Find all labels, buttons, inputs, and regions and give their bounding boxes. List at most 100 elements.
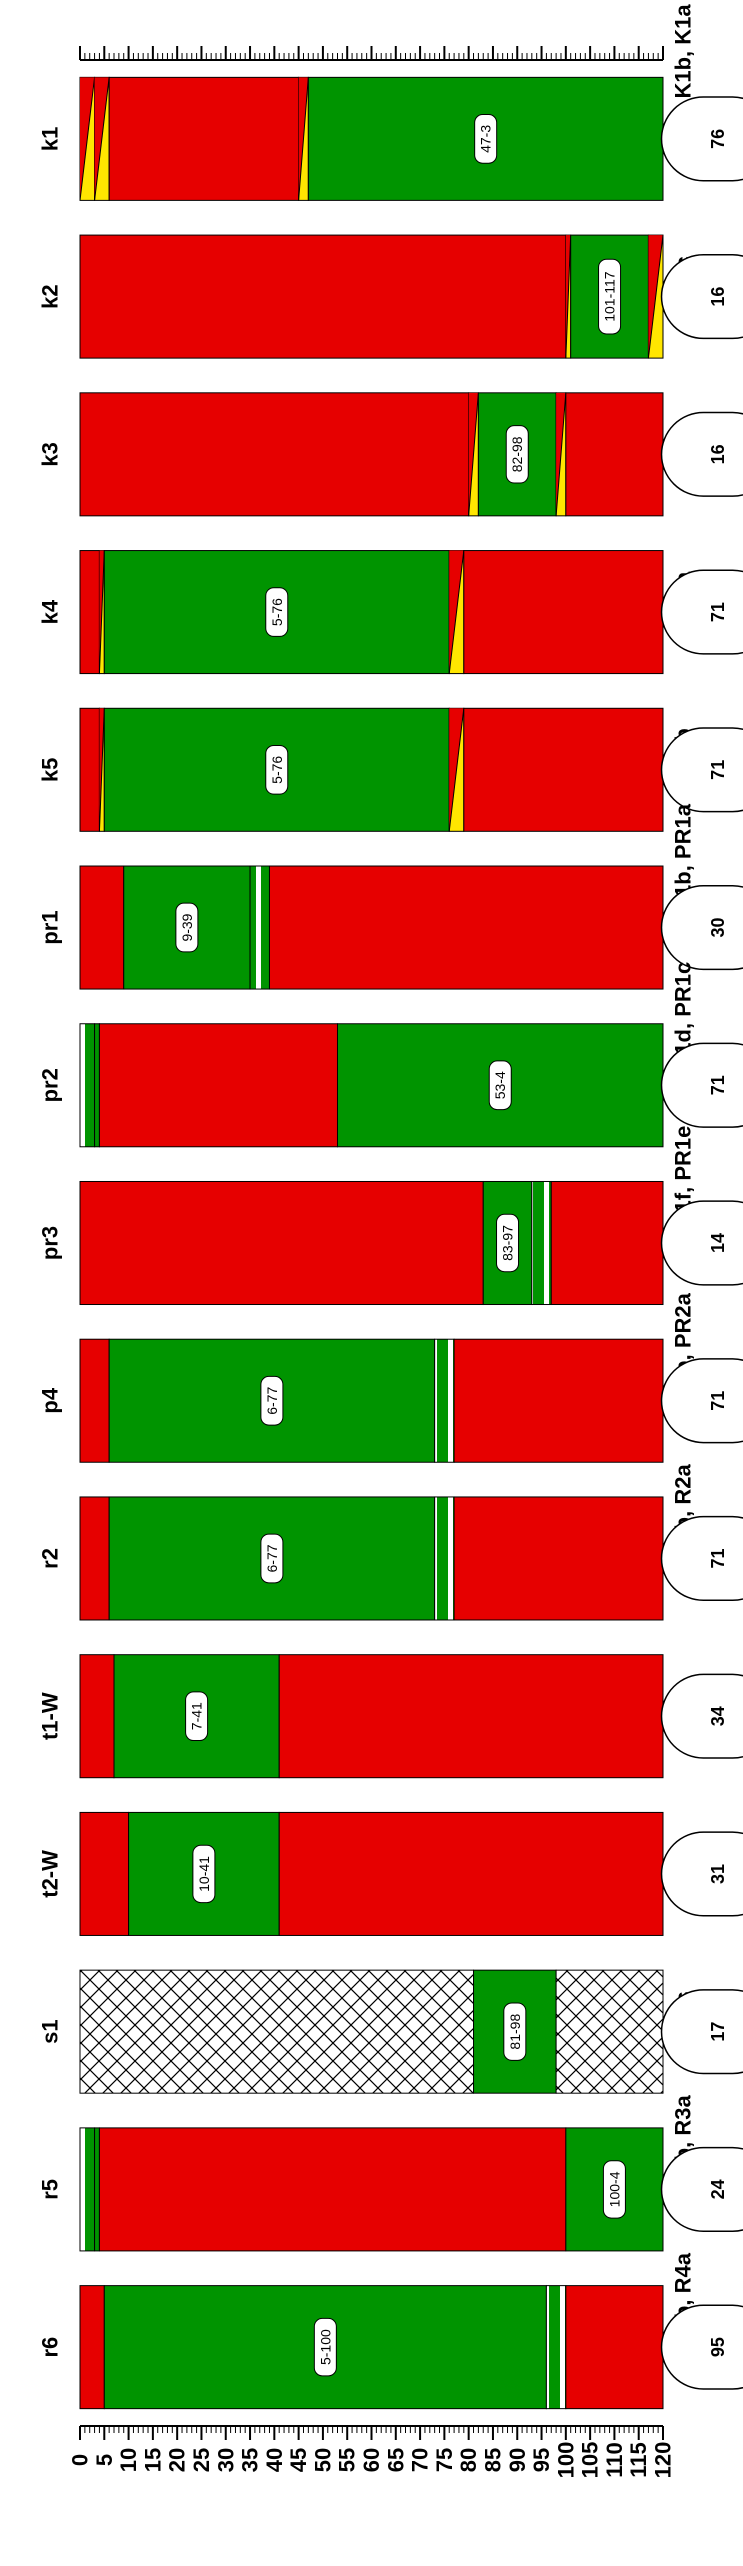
- row-label-left: t2-W: [38, 1850, 63, 1898]
- segment-green: [95, 1024, 100, 1147]
- row-label-left: pr1: [38, 910, 63, 944]
- row-count-text: 71: [708, 602, 728, 622]
- segment-red: [566, 2286, 663, 2409]
- x-tick-label: 115: [626, 2442, 651, 2478]
- row-label-left: r6: [38, 2337, 63, 2358]
- row-label-left: pr3: [38, 1226, 63, 1260]
- segment-green-stripe: [80, 1024, 95, 1147]
- segment-green: [95, 2128, 100, 2251]
- row-label-left: p4: [38, 1387, 63, 1413]
- row-label-left: k4: [38, 599, 63, 624]
- segment-red: [80, 1655, 114, 1778]
- x-tick-label: 5: [92, 2454, 117, 2466]
- row-count-text: 17: [708, 2022, 728, 2042]
- x-tick-label: 50: [310, 2448, 335, 2472]
- segment-red: [80, 235, 566, 358]
- segment-red: [80, 1497, 109, 1620]
- row-count-circle: [662, 1043, 743, 1127]
- x-tick-label: 15: [140, 2448, 165, 2472]
- row-count-circle: [662, 97, 743, 181]
- segment-red: [454, 1497, 663, 1620]
- row-label-left: t1-W: [38, 1692, 63, 1740]
- x-tick-label: 30: [213, 2448, 238, 2472]
- row-count-circle: [662, 1201, 743, 1285]
- segment-green-stripe: [532, 1181, 551, 1304]
- x-tick-label: 110: [602, 2442, 627, 2478]
- x-tick-label: 40: [262, 2448, 287, 2472]
- row-label-left: r2: [38, 1548, 63, 1569]
- segment-red: [99, 1024, 337, 1147]
- segment-red: [464, 551, 663, 674]
- row-count-text: 24: [708, 2179, 728, 2199]
- segment-hatch: [80, 1970, 474, 2093]
- row-label-left: r5: [38, 2179, 63, 2200]
- row-label-left: pr2: [38, 1068, 63, 1102]
- row-count-text: 31: [708, 1864, 728, 1884]
- row-count-circle: [662, 1832, 743, 1916]
- row-count-circle: [662, 1674, 743, 1758]
- range-badge-text: 6-77: [264, 1387, 280, 1415]
- range-badge-text: 6-77: [264, 1544, 280, 1572]
- segment-green-stripe: [250, 866, 269, 989]
- x-tick-label: 45: [286, 2448, 311, 2472]
- row-count-text: 16: [708, 287, 728, 307]
- segment-red: [80, 1812, 129, 1935]
- segment-red: [464, 708, 663, 831]
- segment-red: [80, 2286, 104, 2409]
- row-label-left: k1: [38, 127, 63, 151]
- row-count-text: 71: [708, 760, 728, 780]
- x-tick-label: 105: [578, 2442, 603, 2479]
- range-badge-text: 47-3: [478, 125, 494, 153]
- row-label-left: k2: [38, 284, 63, 308]
- segment-red: [80, 1181, 483, 1304]
- x-tick-label: 0: [68, 2454, 93, 2466]
- row-count-circle: [662, 413, 743, 497]
- row-count-circle: [662, 255, 743, 339]
- segment-red: [279, 1812, 663, 1935]
- range-badge-text: 82-98: [509, 436, 525, 472]
- x-tick-label: 100: [553, 2442, 578, 2479]
- range-badge-text: 101-117: [602, 271, 618, 322]
- segment-red: [80, 1339, 109, 1462]
- segment-red: [109, 77, 298, 200]
- segment-red: [454, 1339, 663, 1462]
- segment-red: [551, 1181, 663, 1304]
- x-tick-label: 25: [189, 2448, 214, 2472]
- row-count-circle: [662, 570, 743, 654]
- range-badge-text: 53-4: [492, 1071, 508, 1099]
- x-tick-label: 95: [529, 2448, 554, 2472]
- row-count-text: 71: [708, 1075, 728, 1095]
- row-label-left: k5: [38, 758, 63, 782]
- row-count-circle: [662, 2305, 743, 2389]
- row-count-text: 14: [708, 1233, 728, 1253]
- x-tick-label: 65: [383, 2448, 408, 2472]
- range-badge-text: 10-41: [196, 1856, 212, 1892]
- x-tick-label: 75: [432, 2448, 457, 2472]
- segment-red: [566, 393, 663, 516]
- x-tick-label: 55: [335, 2448, 360, 2472]
- x-tick-label: 70: [408, 2448, 433, 2472]
- x-tick-label: 10: [116, 2448, 141, 2472]
- range-badge-text: 5-100: [317, 2329, 333, 2365]
- segment-red: [80, 708, 99, 831]
- segment-red: [80, 551, 99, 674]
- range-badge-text: 5-76: [269, 598, 285, 626]
- segment-red: [99, 2128, 565, 2251]
- row-count-text: 34: [708, 1706, 728, 1726]
- range-badge-text: 9-39: [179, 913, 195, 941]
- segment-red: [80, 866, 124, 989]
- segment-green-stripe: [435, 1497, 454, 1620]
- gantt-chart: 47-3k1K1, K1b, K1a76101-117k2K1c1682-98k…: [0, 0, 743, 2566]
- range-badge-text: 7-41: [189, 1702, 205, 1730]
- row-count-circle: [662, 886, 743, 970]
- segment-red: [80, 393, 469, 516]
- row-count-text: 76: [708, 129, 728, 149]
- row-label-left: s1: [38, 2019, 63, 2043]
- range-badge-text: 5-76: [269, 756, 285, 784]
- x-tick-label: 60: [359, 2448, 384, 2472]
- segment-hatch: [556, 1970, 663, 2093]
- row-count-circle: [662, 1517, 743, 1601]
- x-tick-label: 35: [238, 2448, 263, 2472]
- row-count-circle: [662, 1359, 743, 1443]
- row-label-left: k3: [38, 442, 63, 466]
